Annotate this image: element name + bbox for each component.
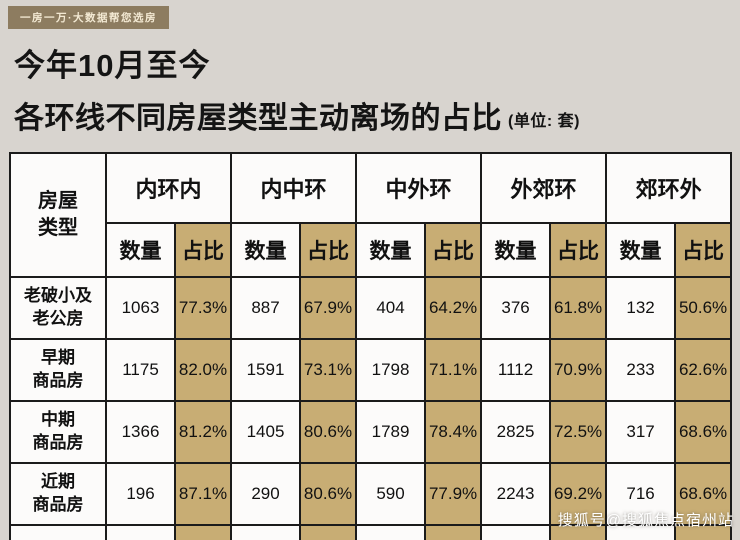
table-row: 早期 商品房 1175 82.0% 1591 73.1% 1798 71.1% 1112 70.… bbox=[9, 338, 733, 402]
page-title-line2: 各环线不同房屋类型主动离场的占比 (单位: 套) bbox=[14, 93, 580, 137]
count-cell: 233 bbox=[605, 338, 677, 402]
column-group-header: 中外环 bbox=[355, 152, 483, 224]
page-title-text: 各环线不同房屋类型主动离场的占比 bbox=[14, 102, 502, 135]
corner-header: 房屋 类型 bbox=[9, 152, 107, 278]
pct-cell: 68.6% bbox=[674, 400, 733, 464]
pct-cell: 81.2% bbox=[173, 400, 233, 464]
count-column-header: 数量 bbox=[230, 222, 302, 278]
count-cell: 196 bbox=[105, 462, 176, 526]
page-title-line1: 今年10月至今 bbox=[14, 48, 211, 83]
pct-column-header: 占比 bbox=[173, 222, 233, 278]
count-cell: 1112 bbox=[480, 338, 552, 402]
unit-note: (单位: 套) bbox=[508, 113, 580, 130]
count-cell: 1405 bbox=[230, 400, 302, 464]
table-row: 老破小及 老公房 1063 77.3% 887 67.9% 404 64.2% 376 61.8… bbox=[9, 276, 733, 340]
count-cell: 317 bbox=[605, 400, 677, 464]
pct-cell bbox=[549, 524, 608, 540]
pct-cell: 72.5% bbox=[549, 400, 608, 464]
count-cell: 404 bbox=[355, 276, 427, 340]
sohu-watermark: 搜狐号@搜狐焦点宿州站 bbox=[557, 512, 734, 529]
pct-column-header: 占比 bbox=[674, 222, 733, 278]
count-column-header: 数量 bbox=[605, 222, 677, 278]
column-group-header: 内环内 bbox=[104, 152, 233, 224]
pct-cell bbox=[424, 524, 483, 540]
count-cell bbox=[105, 524, 176, 540]
pct-cell: 87.1% bbox=[173, 462, 233, 526]
count-cell: 1366 bbox=[105, 400, 176, 464]
row-label: 中期 商品房 bbox=[9, 400, 107, 464]
pct-cell: 73.1% bbox=[299, 338, 358, 402]
pct-cell bbox=[674, 524, 733, 540]
count-cell: 290 bbox=[230, 462, 302, 526]
row-label: 老破小及 老公房 bbox=[9, 276, 107, 340]
table-row-partial bbox=[9, 524, 733, 540]
pct-cell bbox=[299, 524, 358, 540]
pct-cell: 64.2% bbox=[424, 276, 483, 340]
count-cell: 1789 bbox=[355, 400, 427, 464]
count-cell: 590 bbox=[355, 462, 427, 526]
title-block: 今年10月至今 各环线不同房屋类型主动离场的占比 (单位: 套) bbox=[14, 40, 580, 137]
pct-column-header: 占比 bbox=[424, 222, 483, 278]
count-cell bbox=[355, 524, 427, 540]
count-cell: 1591 bbox=[230, 338, 302, 402]
pct-cell: 71.1% bbox=[424, 338, 483, 402]
count-cell bbox=[605, 524, 677, 540]
pct-cell: 77.9% bbox=[424, 462, 483, 526]
count-cell: 132 bbox=[605, 276, 677, 340]
column-group-header: 外郊环 bbox=[480, 152, 608, 224]
count-cell: 2243 bbox=[480, 462, 552, 526]
count-cell: 2825 bbox=[480, 400, 552, 464]
table-row: 近期 商品房 196 87.1% 290 80.6% 590 77.9% 2243 69.2% 7… bbox=[9, 462, 733, 526]
pct-cell: 50.6% bbox=[674, 276, 733, 340]
pct-cell: 62.6% bbox=[674, 338, 733, 402]
pct-cell: 67.9% bbox=[299, 276, 358, 340]
column-group-header: 内中环 bbox=[230, 152, 358, 224]
pct-cell: 61.8% bbox=[549, 276, 608, 340]
row-label: 早期 商品房 bbox=[9, 338, 107, 402]
brand-badge: 一房一万·大数据帮您选房 bbox=[8, 6, 169, 29]
count-column-header: 数量 bbox=[480, 222, 552, 278]
data-table: 房屋 类型 内环内 内中环 中外环 外郊环 郊环外 数量 占比 数量 占比 数量 占比 数量 占比 数量… bbox=[9, 152, 733, 540]
pct-column-header: 占比 bbox=[549, 222, 608, 278]
row-label bbox=[9, 524, 107, 540]
group-header-row: 房屋 类型 内环内 内中环 中外环 外郊环 郊环外 bbox=[9, 152, 733, 278]
data-table-wrap: 房屋 类型 内环内 内中环 中外环 外郊环 郊环外 数量 占比 数量 占比 数量 占比 数量 占比 数量… bbox=[9, 152, 733, 540]
pct-cell: 77.3% bbox=[173, 276, 233, 340]
table-row: 中期 商品房 1366 81.2% 1405 80.6% 1789 78.4% 2825 72.… bbox=[9, 400, 733, 464]
count-cell bbox=[480, 524, 552, 540]
pct-cell: 80.6% bbox=[299, 462, 358, 526]
count-cell: 887 bbox=[230, 276, 302, 340]
count-cell bbox=[230, 524, 302, 540]
count-column-header: 数量 bbox=[355, 222, 427, 278]
sub-header-row: 数量 占比 数量 占比 数量 占比 数量 占比 数量 占比 bbox=[10, 222, 733, 278]
count-cell: 1175 bbox=[105, 338, 176, 402]
pct-column-header: 占比 bbox=[299, 222, 358, 278]
row-label: 近期 商品房 bbox=[9, 462, 107, 526]
pct-cell: 82.0% bbox=[173, 338, 233, 402]
pct-cell: 68.6% bbox=[674, 462, 733, 526]
pct-cell: 80.6% bbox=[299, 400, 358, 464]
count-column-header: 数量 bbox=[105, 222, 176, 278]
pct-cell: 69.2% bbox=[549, 462, 608, 526]
column-group-header: 郊环外 bbox=[605, 152, 733, 224]
pct-cell bbox=[173, 524, 233, 540]
count-cell: 1063 bbox=[105, 276, 176, 340]
count-cell: 716 bbox=[605, 462, 677, 526]
pct-cell: 70.9% bbox=[549, 338, 608, 402]
count-cell: 1798 bbox=[355, 338, 427, 402]
count-cell: 376 bbox=[480, 276, 552, 340]
pct-cell: 78.4% bbox=[424, 400, 483, 464]
